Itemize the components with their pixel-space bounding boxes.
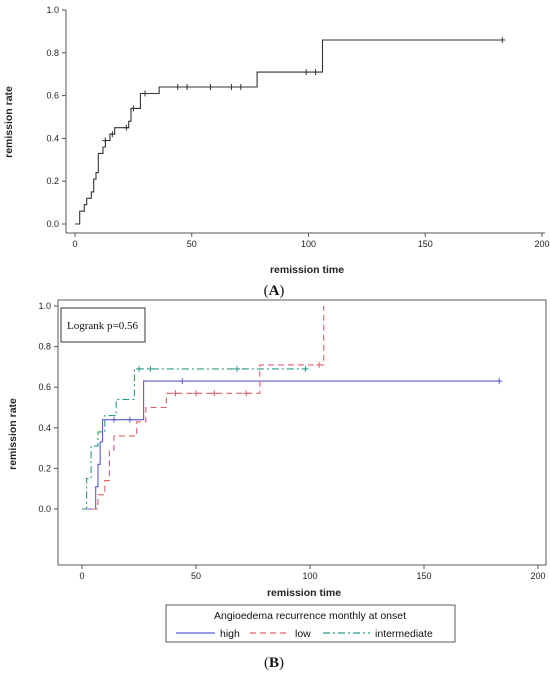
survival-censor-mark xyxy=(228,84,235,91)
survival-censor-mark xyxy=(109,131,116,138)
low-censor-mark xyxy=(243,390,250,397)
panel-b-letter: B xyxy=(269,655,279,671)
x-tick-label: 100 xyxy=(302,571,317,581)
high-censor-mark xyxy=(126,416,133,423)
x-tick-label: 150 xyxy=(416,571,431,581)
legend-label-intermediate: intermediate xyxy=(375,628,433,640)
survival-censor-mark xyxy=(207,84,214,91)
intermediate-censor-mark xyxy=(136,365,142,372)
panel-a-xlabel: remission time xyxy=(270,264,344,276)
logrank-frame xyxy=(60,307,146,343)
legend: Angioedema recurrence monthly at onset h… xyxy=(165,604,456,643)
high-step-line xyxy=(82,380,500,510)
survival-censor-mark xyxy=(142,90,149,97)
y-tick-label: 0.2 xyxy=(46,176,59,186)
survival-censor-mark xyxy=(303,69,310,76)
y-tick-label: 0.6 xyxy=(38,382,51,392)
panel-b-xlabel: remission time xyxy=(267,587,341,599)
panel-a-x-ticks: 0 50 100 150 200 xyxy=(72,233,550,249)
panel-b-label: (B) xyxy=(264,655,284,671)
legend-label-low: low xyxy=(295,628,311,640)
y-tick-label: 0.8 xyxy=(38,342,51,352)
high-censor-mark xyxy=(496,378,503,385)
survival-censor-mark xyxy=(174,84,181,91)
panel-b-series xyxy=(82,306,503,510)
logrank-text: Logrank p=0.56 xyxy=(67,320,138,332)
x-tick-label: 0 xyxy=(72,239,77,249)
low-censor-mark xyxy=(172,390,179,397)
y-tick-label: 0.2 xyxy=(38,463,51,473)
legend-label-high: high xyxy=(220,628,240,640)
low-censor-mark xyxy=(211,390,218,397)
x-tick-label: 200 xyxy=(530,571,545,581)
intermediate-censor-mark xyxy=(302,365,309,372)
survival-censor-mark xyxy=(312,69,319,76)
x-tick-label: 50 xyxy=(187,239,197,249)
y-tick-label: 0.0 xyxy=(46,219,59,229)
low-censor-mark xyxy=(193,390,199,397)
legend-title: Angioedema recurrence monthly at onset xyxy=(214,610,406,622)
survival-censor-mark xyxy=(184,84,191,91)
y-tick-label: 1.0 xyxy=(38,301,51,311)
y-tick-label: 0.6 xyxy=(46,91,59,101)
x-tick-label: 0 xyxy=(79,571,84,581)
survival-step-line xyxy=(75,39,503,225)
high-censor-mark xyxy=(179,378,186,385)
x-tick-label: 150 xyxy=(418,239,433,249)
panel-a-letter: A xyxy=(269,283,280,299)
panel-b-chart: 0.0 0.2 0.4 0.6 0.8 1.0 0 50 100 150 200 remissio… xyxy=(7,299,547,671)
panel-b-y-ticks: 0.0 0.2 0.4 0.6 0.8 1.0 xyxy=(38,301,58,514)
low-censor-mark xyxy=(316,361,323,368)
y-tick-label: 0.4 xyxy=(38,423,51,433)
survival-censor-mark xyxy=(123,124,130,131)
y-tick-label: 0.0 xyxy=(38,504,51,514)
panel-b-frame xyxy=(57,299,547,566)
y-tick-label: 0.4 xyxy=(46,133,59,143)
intermediate-censor-mark xyxy=(147,365,154,372)
low-step-line xyxy=(82,306,325,510)
panel-a-ylabel: remission rate xyxy=(3,86,15,158)
panel-a-series xyxy=(75,36,506,225)
survival-censor-mark xyxy=(237,84,244,91)
legend-frame xyxy=(165,604,456,643)
x-tick-label: 50 xyxy=(191,571,201,581)
y-tick-label: 0.8 xyxy=(46,48,59,58)
panel-a-chart: remission rate remission time 0.00.20.40… xyxy=(3,5,550,299)
survival-censor-mark xyxy=(102,137,109,144)
panel-b-ylabel: remission rate xyxy=(7,398,19,470)
survival-censor-mark xyxy=(499,36,506,43)
intermediate-censor-mark xyxy=(234,365,241,372)
panel-b-x-ticks: 0 50 100 150 200 xyxy=(79,565,546,581)
x-tick-label: 200 xyxy=(534,239,549,249)
high-censor-mark xyxy=(110,416,117,423)
panel-a-label: (A) xyxy=(264,283,285,299)
logrank-box: Logrank p=0.56 xyxy=(60,307,146,343)
y-tick-label: 1.0 xyxy=(46,5,59,15)
survival-censor-mark xyxy=(130,105,137,112)
x-tick-label: 100 xyxy=(301,239,316,249)
intermediate-step-line xyxy=(82,368,308,510)
panel-a-y-ticks: 0.0 0.2 0.4 0.6 0.8 1.0 xyxy=(46,5,66,229)
